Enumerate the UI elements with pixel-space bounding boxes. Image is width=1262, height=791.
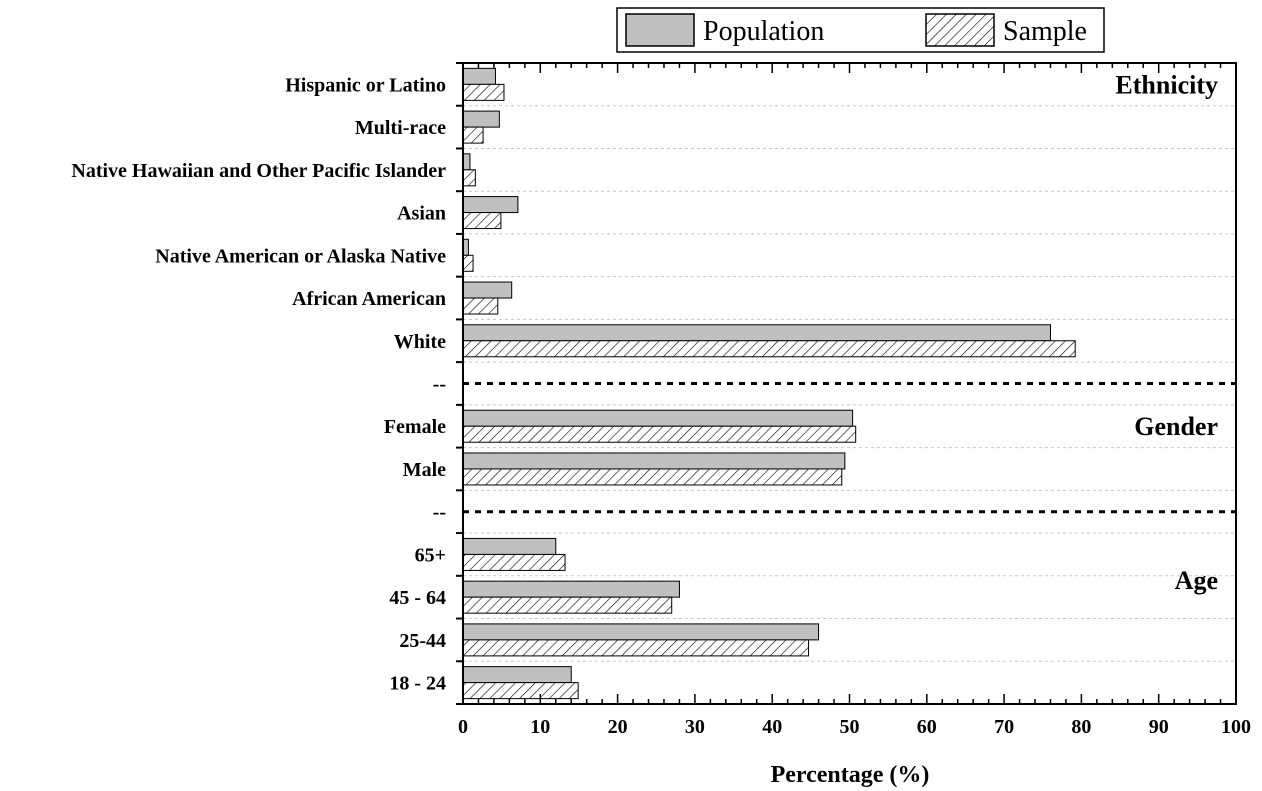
x-axis-title: Percentage (%) <box>771 762 930 788</box>
population-bar <box>462 666 572 684</box>
category-label: Multi-race <box>355 117 446 139</box>
x-tick-label: 70 <box>994 716 1014 738</box>
category-labels: Hispanic or Latino Multi-race Native Hawai… <box>71 74 446 694</box>
population-bar <box>462 324 1051 342</box>
legend-label: Population <box>703 16 824 47</box>
category-label: Asian <box>397 203 446 225</box>
population-bar <box>462 623 820 641</box>
category-label: Hispanic or Latino <box>285 74 446 96</box>
x-tick-label: 40 <box>762 716 782 738</box>
bars <box>462 67 1076 700</box>
sample-bar <box>462 297 499 315</box>
legend-swatch-population <box>625 13 695 47</box>
sample-bar <box>462 169 476 187</box>
sample-bar <box>462 83 505 101</box>
sample-bar <box>462 126 484 144</box>
category-label: Native American or Alaska Native <box>155 245 446 267</box>
sample-bar <box>462 425 857 443</box>
sample-bar <box>462 596 673 614</box>
legend-swatch-sample <box>925 13 995 47</box>
legend-label: Sample <box>1003 16 1087 47</box>
population-bar <box>462 580 680 598</box>
category-label: African American <box>292 288 446 310</box>
population-bar <box>462 452 846 470</box>
sample-bar <box>462 682 579 700</box>
population-bar <box>462 153 471 171</box>
population-bar <box>462 110 500 128</box>
category-label: 25-44 <box>399 630 446 652</box>
x-tick-label: 90 <box>1149 716 1169 738</box>
section-label: Gender <box>1134 412 1218 441</box>
category-label: Male <box>403 459 446 481</box>
category-label: 18 - 24 <box>389 673 446 695</box>
x-tick-label: 50 <box>840 716 860 738</box>
section-separators <box>463 382 1236 514</box>
sample-bar <box>462 553 566 571</box>
legend: Population Sample <box>616 7 1105 53</box>
sample-bar <box>462 468 843 486</box>
x-tick-label: 30 <box>685 716 705 738</box>
x-tick-label: 10 <box>530 716 550 738</box>
grid-lines <box>463 105 1236 662</box>
category-label: Female <box>384 416 446 438</box>
section-labels: Ethnicity Gender Age <box>1115 70 1218 595</box>
category-label: Native Hawaiian and Other Pacific Island… <box>71 160 446 182</box>
x-tick-label: 60 <box>917 716 937 738</box>
sample-bar <box>462 212 502 230</box>
population-bar <box>462 281 513 299</box>
section-label: Ethnicity <box>1115 70 1218 99</box>
x-tick-labels: 0 10 20 30 40 50 60 70 80 90 100 <box>458 716 1251 738</box>
legend-box <box>616 7 1105 53</box>
x-tick-label: 100 <box>1221 716 1251 738</box>
category-label: -- <box>433 374 446 396</box>
population-bar <box>462 409 854 427</box>
x-tick-label: 0 <box>458 716 468 738</box>
population-bar <box>462 67 496 85</box>
sample-bar <box>462 639 810 657</box>
section-label: Age <box>1175 566 1218 595</box>
population-bar <box>462 196 519 214</box>
population-bar <box>462 537 557 555</box>
category-label: 45 - 64 <box>389 587 446 609</box>
sample-bar <box>462 254 474 272</box>
x-tick-label: 20 <box>608 716 628 738</box>
category-label: -- <box>433 502 446 524</box>
axes <box>456 62 1237 705</box>
x-tick-label: 80 <box>1071 716 1091 738</box>
category-label: 65+ <box>415 544 446 566</box>
sample-bar <box>462 340 1076 358</box>
category-label: White <box>394 331 446 353</box>
